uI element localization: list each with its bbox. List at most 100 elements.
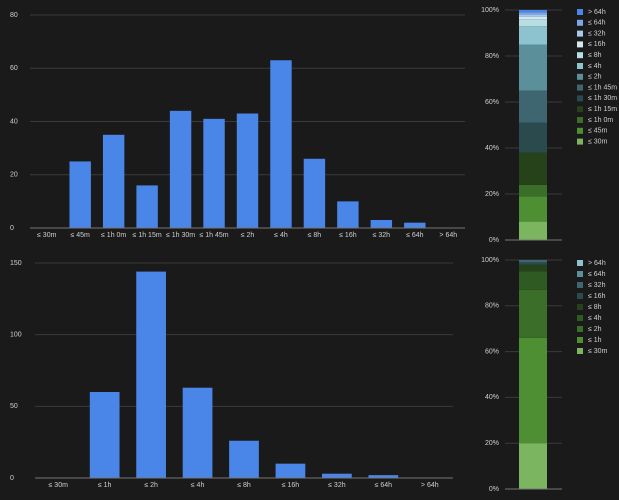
bar bbox=[236, 113, 259, 228]
y-tick-label: 40% bbox=[485, 394, 499, 401]
y-tick-label: 20% bbox=[485, 440, 499, 447]
x-tick-label: ≤ 16h bbox=[282, 482, 300, 489]
x-tick-label: ≤ 2h bbox=[144, 482, 158, 489]
x-tick-label: ≤ 1h bbox=[98, 482, 112, 489]
bar bbox=[303, 158, 326, 228]
stack-segment bbox=[519, 90, 547, 123]
stack-segment bbox=[519, 289, 547, 338]
legend-label: ≤ 32h bbox=[588, 282, 606, 289]
bar bbox=[229, 440, 259, 478]
stack-segment bbox=[519, 10, 547, 13]
y-tick-label: 60% bbox=[485, 99, 499, 106]
legend-label: ≤ 1h 15m bbox=[588, 106, 617, 113]
x-tick-label: ≤ 8h bbox=[308, 232, 322, 239]
stack-segment bbox=[519, 16, 547, 20]
stack-segment bbox=[519, 443, 547, 489]
legend-swatch bbox=[577, 293, 583, 299]
y-tick-label: 20% bbox=[485, 191, 499, 198]
x-tick-label: ≤ 2h bbox=[241, 232, 255, 239]
stack-segment bbox=[519, 184, 547, 197]
y-tick-label: 50 bbox=[10, 403, 18, 410]
bar bbox=[275, 463, 306, 478]
legend-label: ≤ 32h bbox=[588, 30, 606, 37]
legend-swatch bbox=[577, 73, 583, 80]
legend-swatch bbox=[577, 304, 583, 310]
y-tick-label: 0% bbox=[489, 486, 499, 493]
stack-segment bbox=[519, 271, 547, 290]
stack-segment bbox=[519, 260, 547, 263]
legend-label: ≤ 4h bbox=[588, 63, 602, 70]
legend-swatch bbox=[577, 117, 583, 123]
legend-label: ≤ 1h bbox=[588, 337, 602, 344]
legend-label: ≤ 8h bbox=[588, 304, 602, 311]
x-tick-label: ≤ 4h bbox=[274, 232, 288, 239]
y-tick-label: 100 bbox=[10, 332, 22, 339]
legend-swatch bbox=[577, 315, 583, 321]
legend-swatch bbox=[577, 282, 583, 288]
x-tick-label: ≤ 32h bbox=[328, 482, 346, 489]
y-tick-label: 0 bbox=[10, 475, 14, 482]
stack-segment bbox=[519, 19, 547, 27]
y-tick-label: 60 bbox=[10, 65, 18, 72]
bar bbox=[69, 161, 91, 228]
bar bbox=[182, 387, 213, 478]
bar bbox=[89, 392, 120, 478]
legend-swatch bbox=[577, 63, 583, 69]
bar bbox=[368, 475, 399, 478]
x-tick-label: ≤ 32h bbox=[373, 232, 391, 239]
legend-label: > 64h bbox=[588, 9, 606, 16]
x-tick-label: ≤ 4h bbox=[191, 482, 205, 489]
legend-label: ≤ 1h 30m bbox=[588, 95, 617, 102]
legend-label: ≤ 64h bbox=[588, 271, 606, 278]
legend-label: ≤ 16h bbox=[588, 293, 606, 300]
bar bbox=[404, 222, 426, 228]
bar bbox=[203, 118, 225, 228]
legend-label: ≤ 4h bbox=[588, 315, 602, 322]
stack-segment bbox=[519, 26, 547, 45]
y-tick-label: 100% bbox=[481, 7, 499, 14]
y-tick-label: 80% bbox=[485, 53, 499, 60]
stack-segment bbox=[519, 264, 547, 272]
legend-swatch bbox=[577, 41, 583, 48]
x-tick-label: ≤ 30m bbox=[49, 482, 69, 489]
legend-label: ≤ 30m bbox=[588, 138, 608, 145]
stack-segment bbox=[519, 337, 547, 444]
legend-label: ≤ 8h bbox=[588, 52, 602, 59]
stack-segment bbox=[519, 12, 547, 15]
stack-segment bbox=[519, 196, 547, 222]
legend-label: ≤ 30m bbox=[588, 348, 608, 355]
y-tick-label: 40 bbox=[10, 118, 18, 125]
legend-swatch bbox=[577, 106, 583, 113]
stack-segment bbox=[519, 262, 547, 265]
legend-swatch bbox=[577, 348, 583, 354]
bar bbox=[169, 110, 192, 228]
legend-label: ≤ 2h bbox=[588, 326, 602, 333]
legend-swatch bbox=[577, 30, 583, 37]
x-tick-label: ≤ 1h 30m bbox=[166, 232, 195, 239]
legend-swatch bbox=[577, 84, 583, 91]
legend-swatch bbox=[577, 9, 583, 15]
legend-swatch bbox=[577, 337, 583, 343]
bar bbox=[322, 473, 352, 478]
y-tick-label: 60% bbox=[485, 348, 499, 355]
bar bbox=[270, 60, 292, 229]
y-tick-label: 0 bbox=[10, 225, 14, 232]
stack-segment bbox=[519, 44, 547, 91]
bar bbox=[102, 134, 125, 228]
legend-label: ≤ 1h 0m bbox=[588, 117, 613, 124]
x-tick-label: ≤ 30m bbox=[37, 232, 57, 239]
y-tick-label: 80% bbox=[485, 303, 499, 310]
x-tick-label: ≤ 16h bbox=[339, 232, 357, 239]
y-tick-label: 80 bbox=[10, 12, 18, 19]
legend-swatch bbox=[577, 127, 583, 134]
legend-swatch bbox=[577, 95, 583, 102]
y-tick-label: 20 bbox=[10, 172, 18, 179]
bar bbox=[370, 220, 393, 228]
x-tick-label: > 64h bbox=[439, 232, 457, 239]
x-tick-label: > 64h bbox=[421, 482, 439, 489]
y-tick-label: 0% bbox=[489, 237, 499, 244]
y-tick-label: 150 bbox=[10, 260, 22, 267]
legend-swatch bbox=[577, 19, 583, 26]
legend-label: ≤ 64h bbox=[588, 20, 606, 27]
